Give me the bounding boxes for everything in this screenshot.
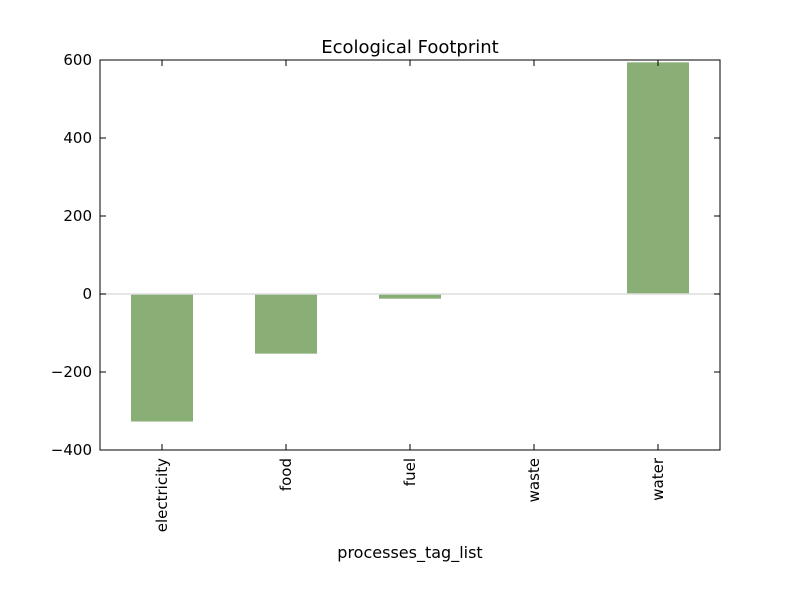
y-tick-label: −400 xyxy=(51,441,92,459)
x-tick-label-water: water xyxy=(649,457,667,501)
bar-water xyxy=(627,62,689,295)
x-tick-label-food: food xyxy=(277,458,295,491)
y-tick-label: 200 xyxy=(63,207,92,225)
bars-layer xyxy=(131,62,689,422)
ticks-layer: 600 400 200 0 −200 −400 electricity food fuel was… xyxy=(51,51,720,532)
bar-electricity xyxy=(131,294,193,422)
x-tick-label-electricity: electricity xyxy=(153,458,171,532)
bar-food xyxy=(255,294,317,354)
y-tick-label: 0 xyxy=(82,285,92,303)
y-tick-label: −200 xyxy=(51,363,92,381)
y-tick-label: 600 xyxy=(63,51,92,69)
y-tick-label: 400 xyxy=(63,129,92,147)
x-axis-label: processes_tag_list xyxy=(337,543,482,563)
chart-title: Ecological Footprint xyxy=(321,37,498,58)
x-tick-label-waste: waste xyxy=(525,458,543,502)
x-tick-label-fuel: fuel xyxy=(401,458,419,486)
bar-fuel xyxy=(379,294,441,299)
